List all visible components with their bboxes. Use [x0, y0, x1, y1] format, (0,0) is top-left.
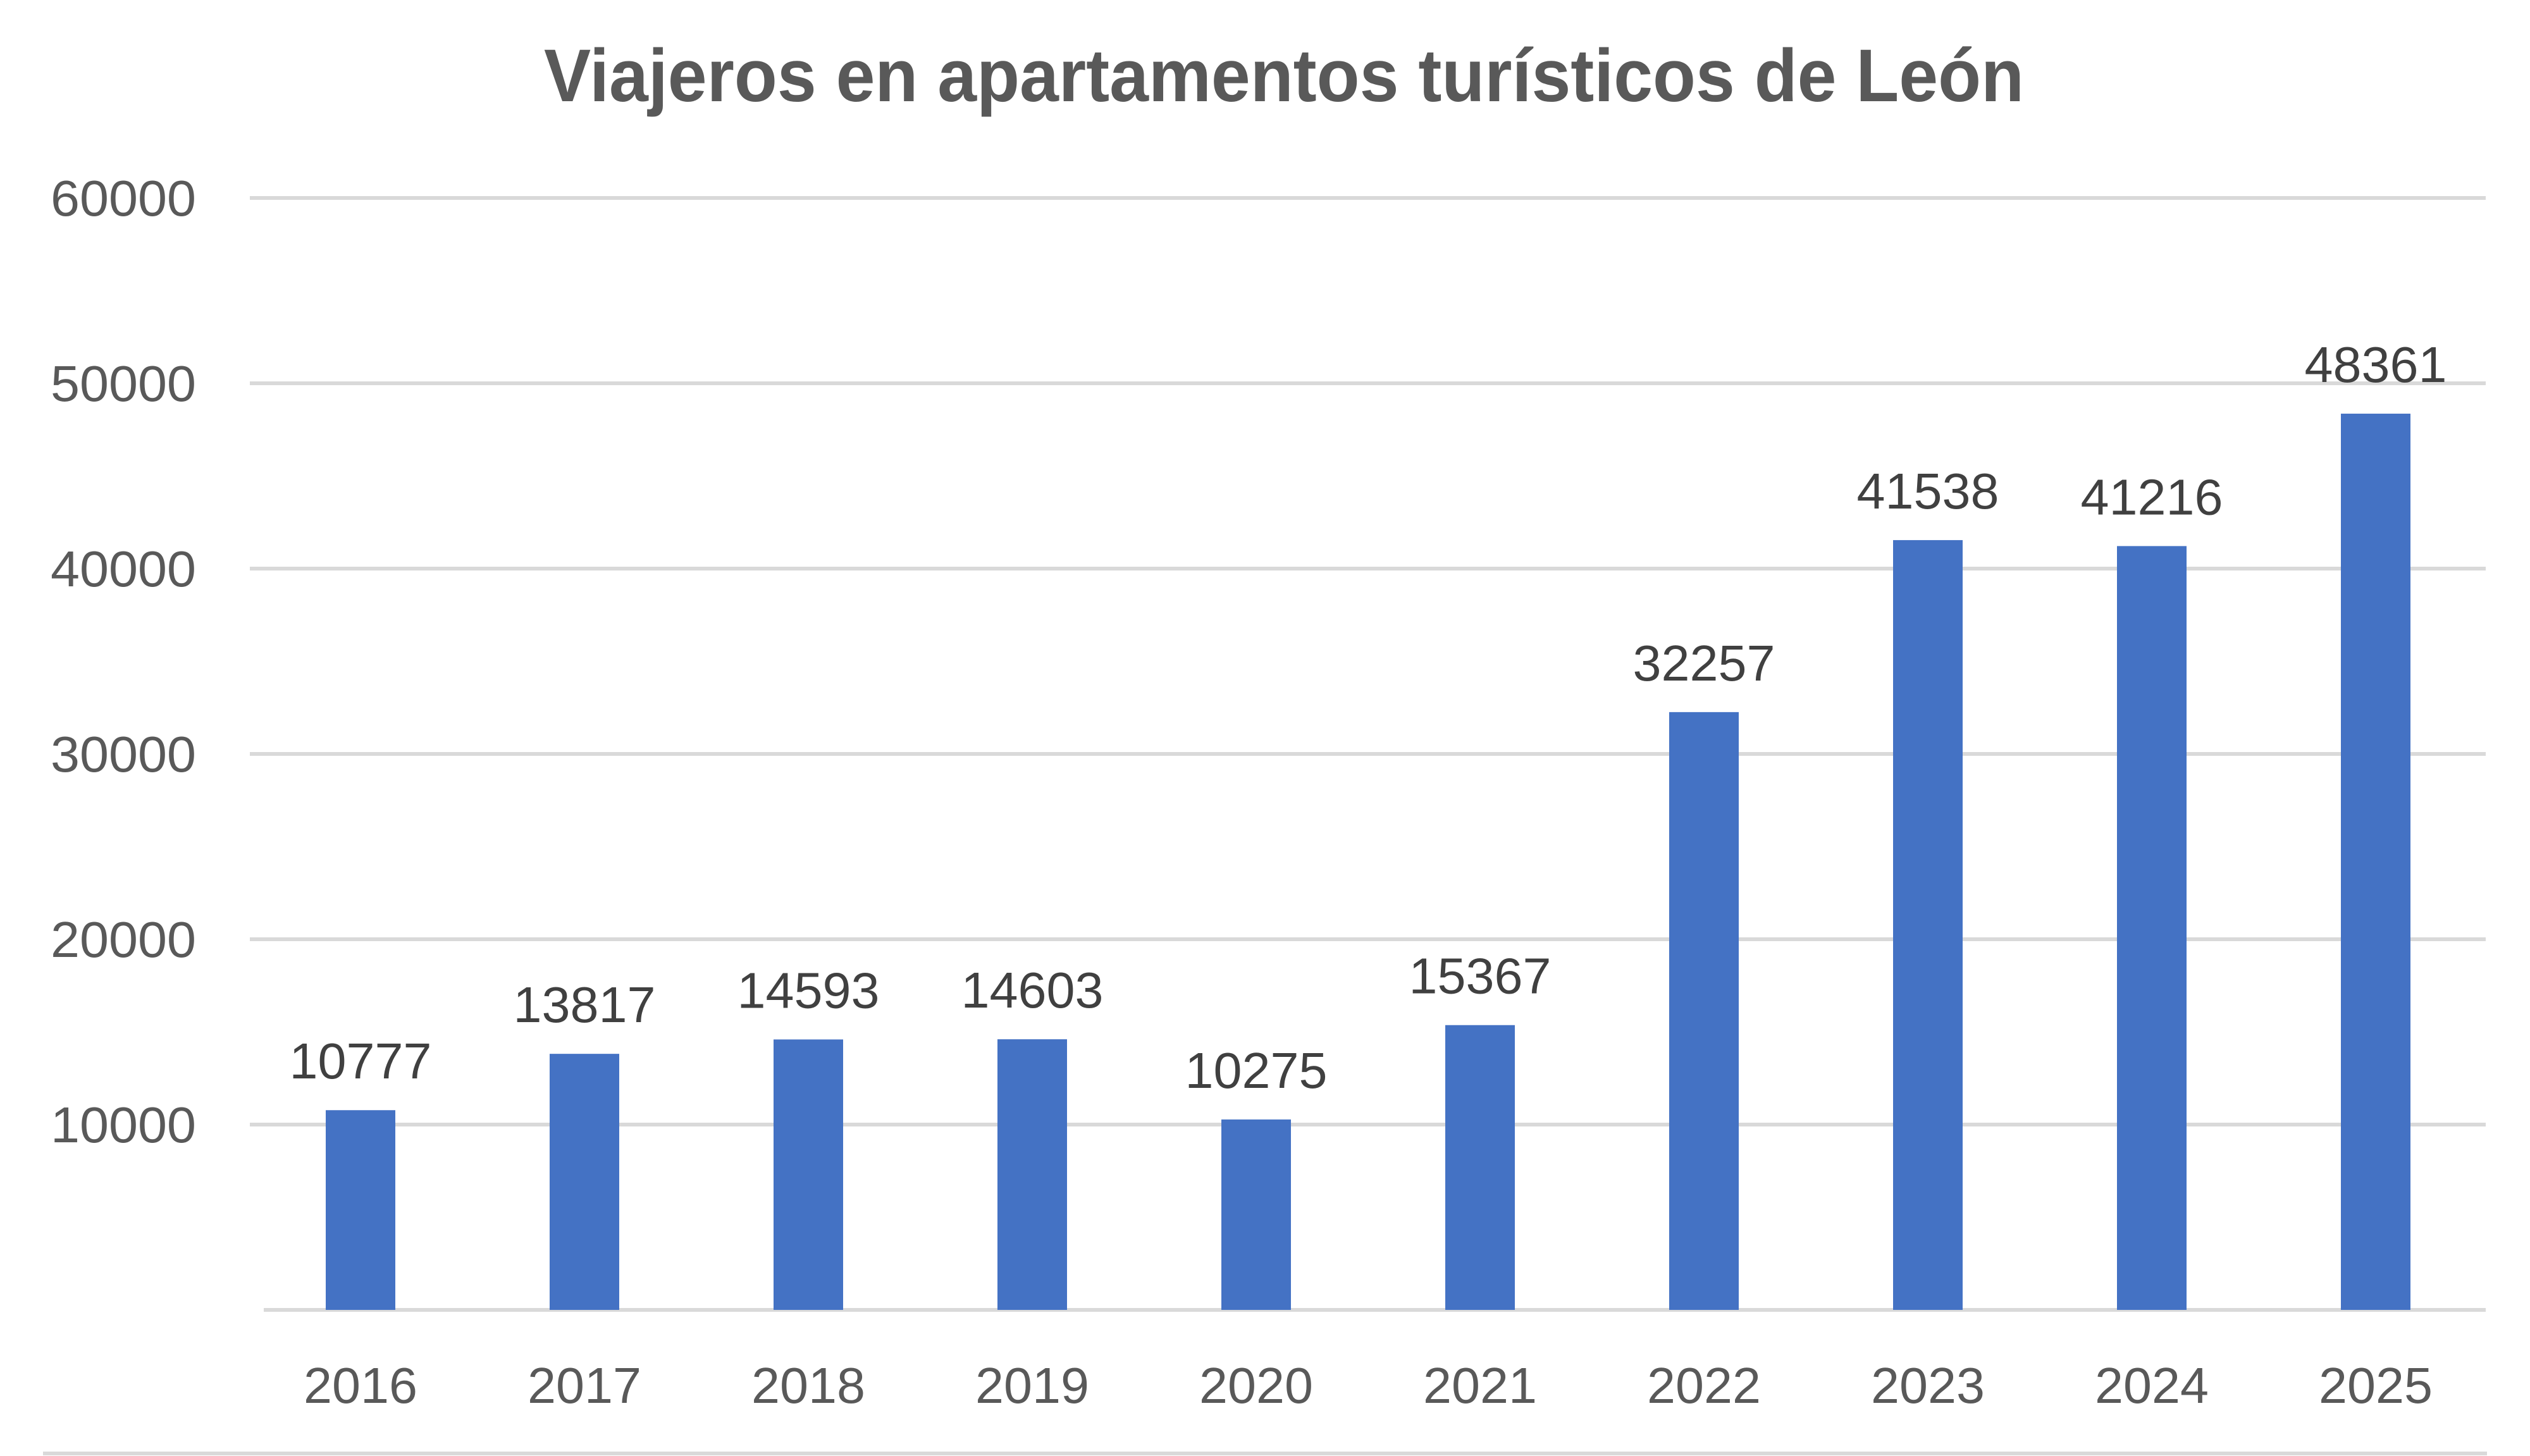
- x-tick-label: 2019: [975, 1357, 1089, 1414]
- bar: [326, 1110, 395, 1310]
- x-tick-label: 2020: [1199, 1357, 1313, 1414]
- y-tick-label: 10000: [51, 1097, 196, 1153]
- bar: [1221, 1119, 1291, 1310]
- y-tick-label: 60000: [51, 170, 196, 226]
- y-tick-label: 20000: [51, 911, 196, 968]
- data-label: 10275: [1185, 1042, 1328, 1099]
- bar: [1669, 712, 1739, 1310]
- data-label: 15367: [1409, 948, 1552, 1004]
- x-tick-label: 2017: [528, 1357, 641, 1414]
- x-tick-label: 2016: [304, 1357, 417, 1414]
- data-label: 14603: [961, 962, 1104, 1018]
- y-tick-label: 30000: [51, 726, 196, 782]
- data-label: 41216: [2081, 469, 2223, 525]
- bar: [997, 1039, 1067, 1310]
- x-tick-label: 2018: [751, 1357, 865, 1414]
- y-tick-label: 50000: [51, 355, 196, 412]
- data-label: 48361: [2305, 336, 2447, 393]
- x-tick-label: 2024: [2095, 1357, 2209, 1414]
- y-tick-label: 40000: [51, 541, 196, 597]
- bar: [774, 1039, 843, 1310]
- x-tick-label: 2022: [1647, 1357, 1761, 1414]
- chart-title: Viajeros en apartamentos turísticos de L…: [544, 34, 2024, 118]
- bar: [1893, 540, 1963, 1311]
- bar: [1445, 1025, 1515, 1310]
- data-label: 10777: [290, 1033, 432, 1089]
- bar: [2341, 414, 2410, 1310]
- data-label: 32257: [1633, 635, 1775, 691]
- data-label: 14593: [737, 962, 880, 1018]
- x-tick-label: 2021: [1423, 1357, 1537, 1414]
- x-tick-label: 2023: [1871, 1357, 1985, 1414]
- x-tick-label: 2025: [2319, 1357, 2433, 1414]
- bar: [2117, 546, 2187, 1310]
- data-label: 41538: [1857, 463, 1999, 519]
- bar: [550, 1054, 619, 1310]
- data-label: 13817: [514, 977, 656, 1033]
